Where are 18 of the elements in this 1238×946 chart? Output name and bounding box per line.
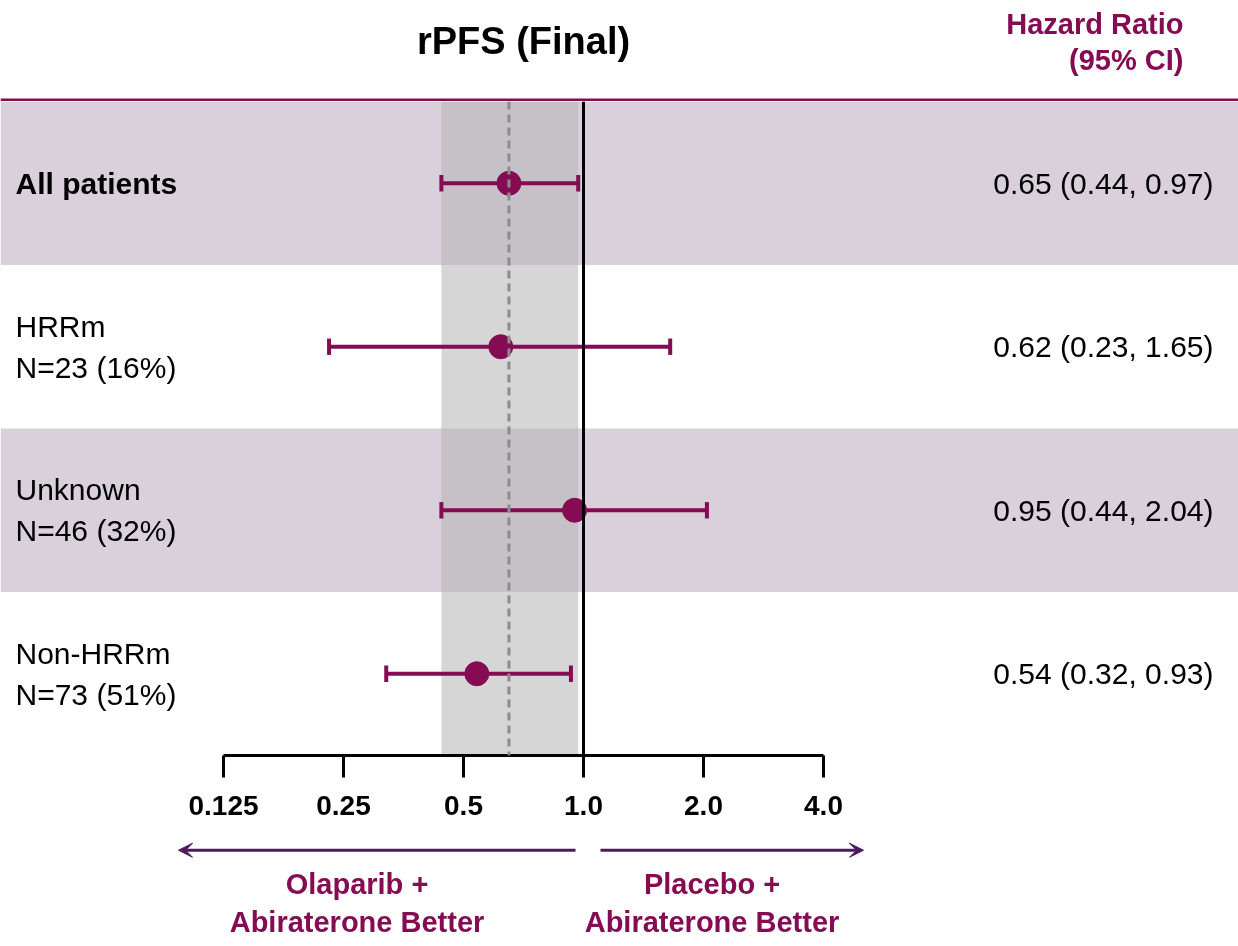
- data-label: 0.95 (0.44, 2.04): [993, 493, 1214, 527]
- text: Placebo + Abiraterone Better: [584, 867, 840, 939]
- y-tick-label: Unknown N=46 (32%): [15, 473, 177, 548]
- text: Olaparib + Abiraterone Better: [229, 867, 485, 939]
- data-label: 0.54 (0.32, 0.93): [993, 657, 1214, 691]
- data-label: 0.62 (0.23, 1.65): [993, 330, 1214, 364]
- y-tick-label: All patients: [15, 166, 178, 200]
- text: Hazard Ratio (95% CI): [1006, 7, 1184, 77]
- data-label: 0.65 (0.44, 0.97): [993, 166, 1214, 200]
- x-tick-label: 4.0: [804, 789, 843, 821]
- x-tick-label: 0.25: [316, 789, 371, 821]
- chart-title: rPFS (Final): [416, 19, 631, 62]
- x-tick-label: 1.0: [564, 789, 603, 821]
- x-tick-label: 0.125: [188, 789, 259, 821]
- x-tick-label: 2.0: [684, 789, 723, 821]
- x-tick-label: 0.5: [444, 789, 483, 821]
- y-tick-label: Non-HRRm N=73 (51%): [15, 636, 177, 711]
- y-tick-label: HRRm N=23 (16%): [15, 309, 177, 384]
